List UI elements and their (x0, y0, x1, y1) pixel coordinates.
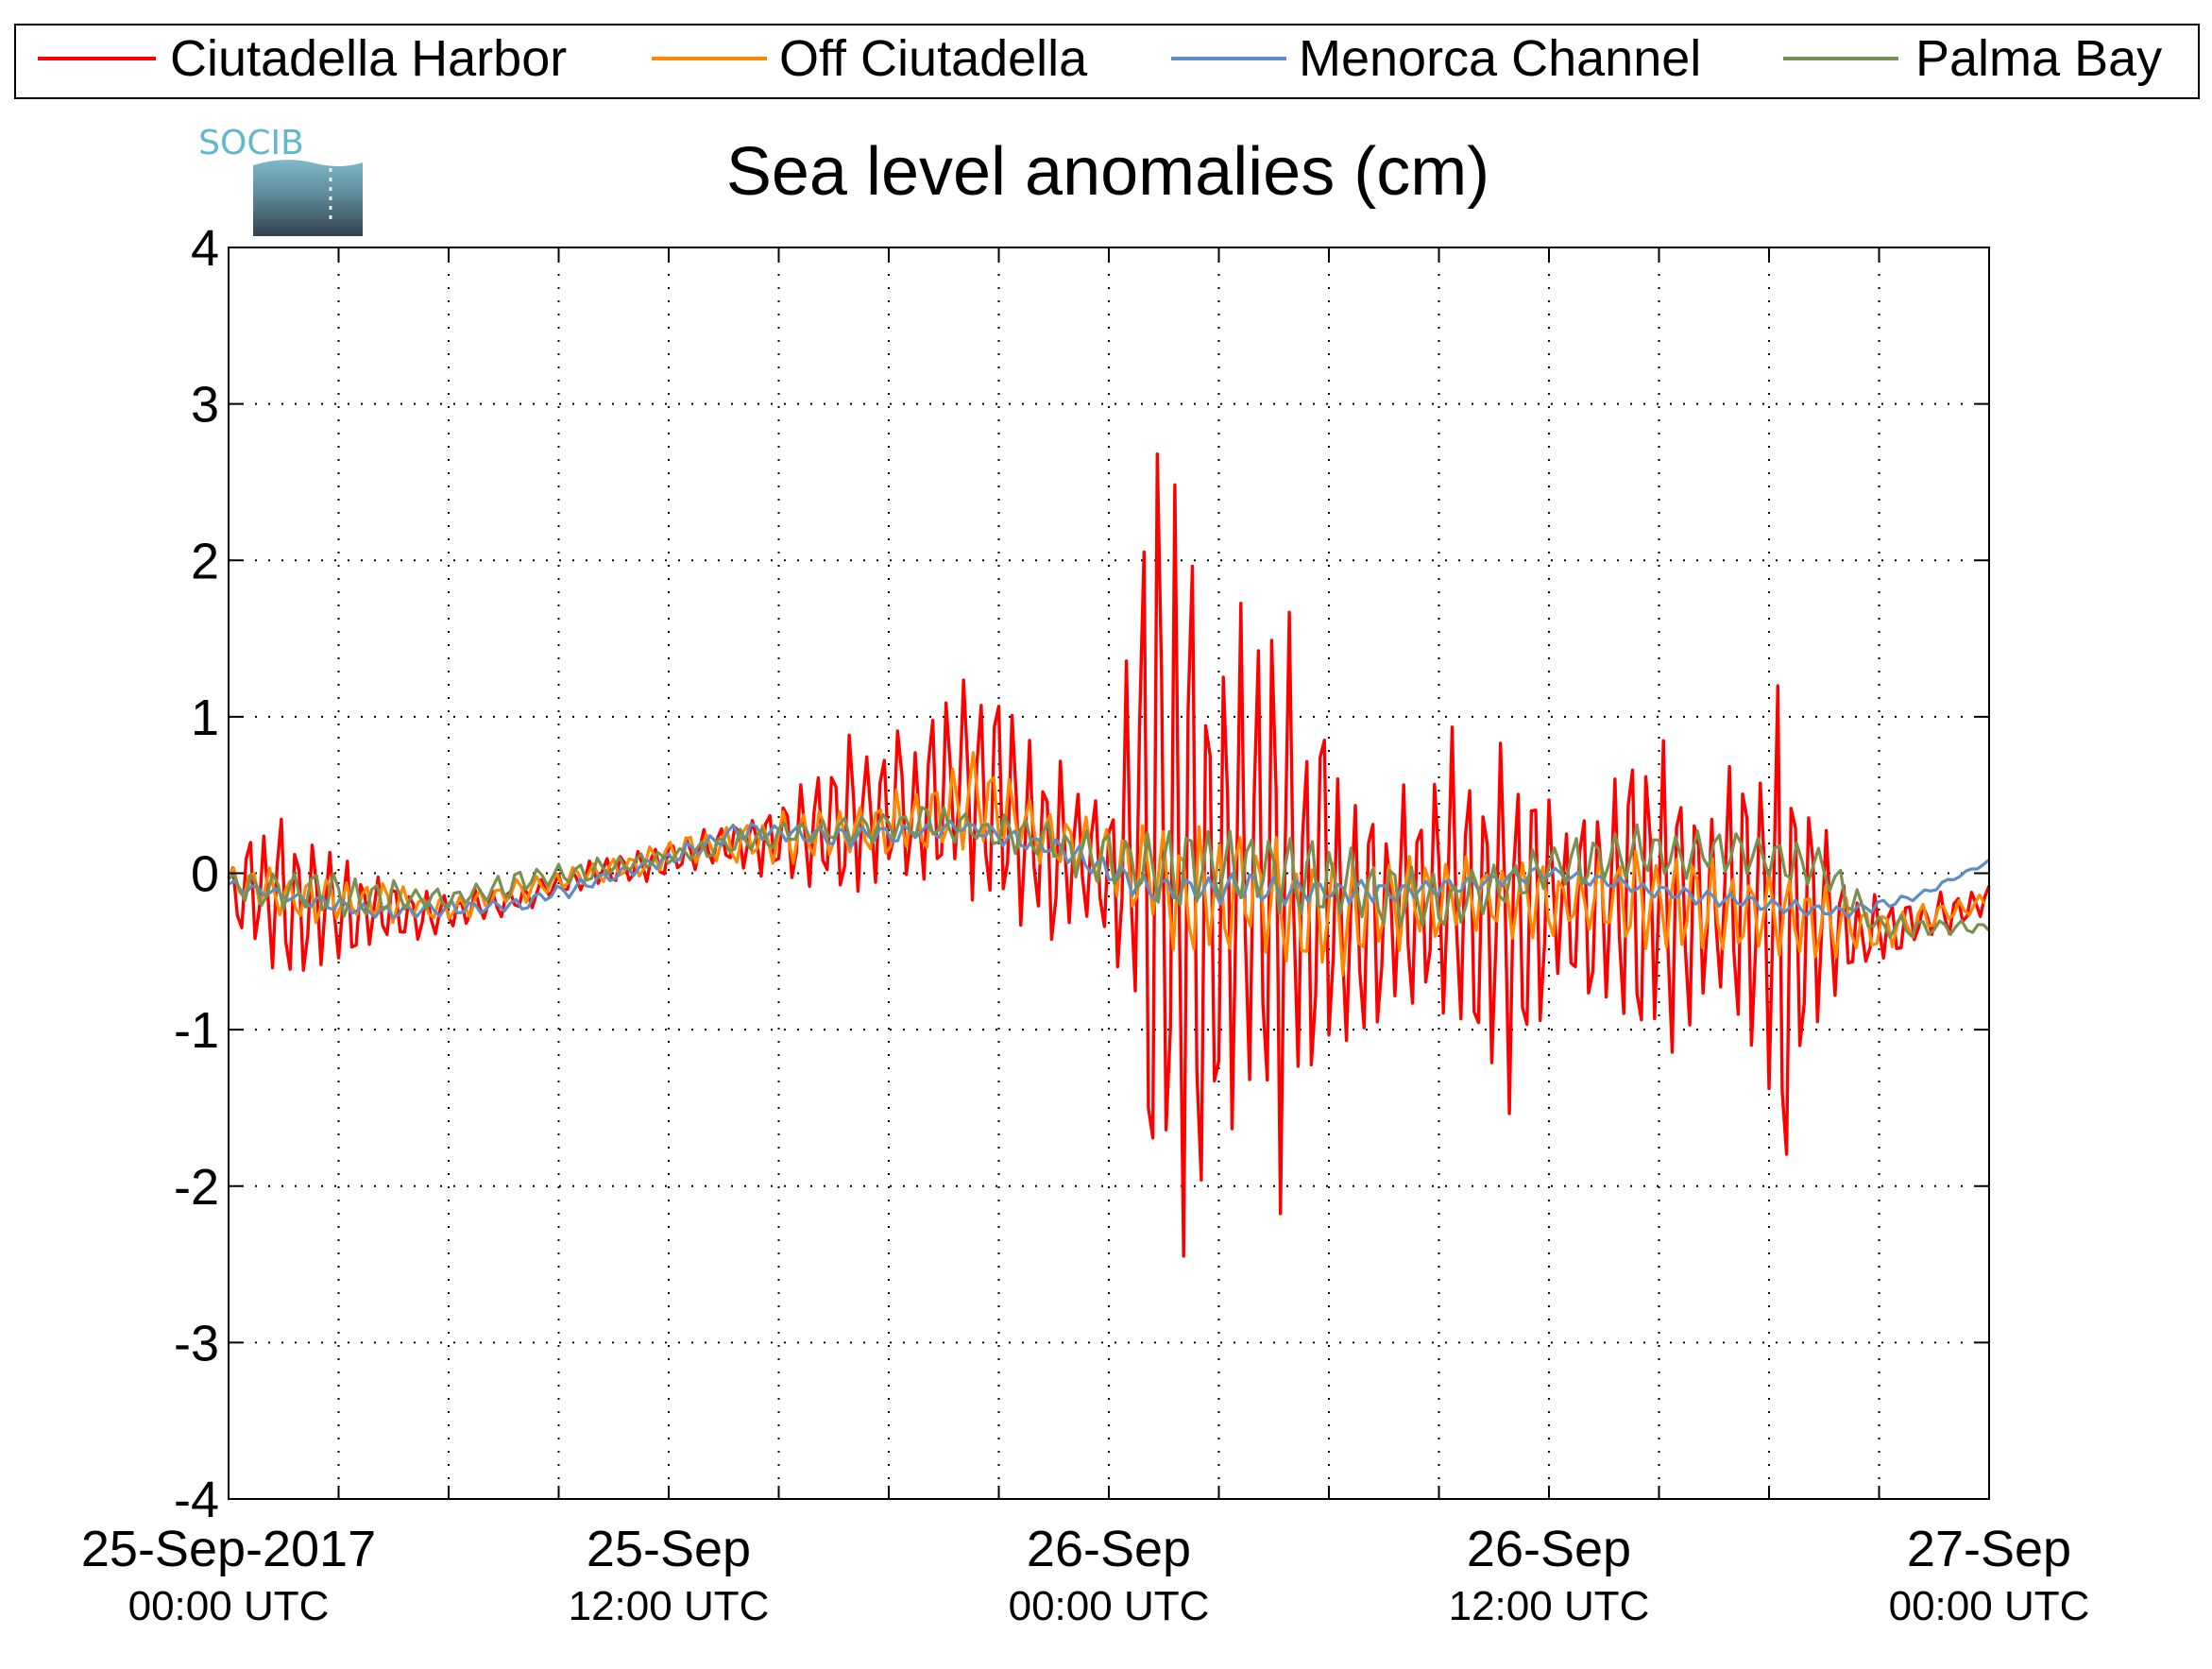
x-tick-label-date: 26-Sep (1467, 1521, 1631, 1577)
series-line-off-ciutadella (227, 751, 1986, 977)
y-tick-label: 4 (191, 220, 219, 277)
y-tick-label: -4 (174, 1472, 219, 1528)
legend-label-palma-bay: Palma Bay (1915, 30, 2162, 87)
logo-wave (253, 160, 363, 236)
y-tick-label: -1 (174, 1002, 219, 1059)
socib-logo: SOCIB (198, 124, 363, 236)
legend-label-menorca-channel: Menorca Channel (1299, 30, 1701, 87)
chart-title: Sea level anomalies (cm) (726, 134, 1489, 210)
x-tick-label-time: 00:00 UTC (1009, 1583, 1210, 1629)
y-tick-label: -2 (174, 1159, 219, 1216)
plot-frame (228, 247, 1990, 1500)
legend-frame (14, 24, 2200, 99)
legend-label-off-ciutadella: Off Ciutadella (779, 30, 1088, 87)
series-layer (227, 452, 1991, 1258)
legend-label-ciutadella-harbor: Ciutadella Harbor (170, 30, 567, 87)
x-tick-label-time: 12:00 UTC (569, 1583, 770, 1629)
y-tick-label: 3 (191, 377, 219, 434)
x-tick-label-time: 00:00 UTC (128, 1583, 330, 1629)
x-tick-label-date: 25-Sep (587, 1521, 751, 1577)
x-tick-label-date: 26-Sep (1027, 1521, 1191, 1577)
logo-text: SOCIB (198, 124, 304, 162)
series-line-menorca-channel (228, 819, 1991, 920)
axes: -4 -3 -2 -1 0 1 2 3 4 25-Sep-2017 00:00 UTC 25-Sep 1… (81, 220, 2090, 1629)
x-tick-label-time: 12:00 UTC (1449, 1583, 1650, 1629)
series-line-palma-bay (227, 806, 1991, 940)
x-tick-label-date: 25-Sep-2017 (81, 1521, 376, 1577)
x-tick-label-time: 00:00 UTC (1889, 1583, 2090, 1629)
y-tick-label: 2 (191, 533, 219, 589)
x-tick-label-date: 27-Sep (1907, 1521, 2071, 1577)
legend: Ciutadella Harbor Off Ciutadella Menorca… (14, 24, 2200, 99)
y-tick-label: -3 (174, 1315, 219, 1371)
y-tick-label: 1 (191, 690, 219, 746)
y-tick-label: 0 (191, 846, 219, 903)
